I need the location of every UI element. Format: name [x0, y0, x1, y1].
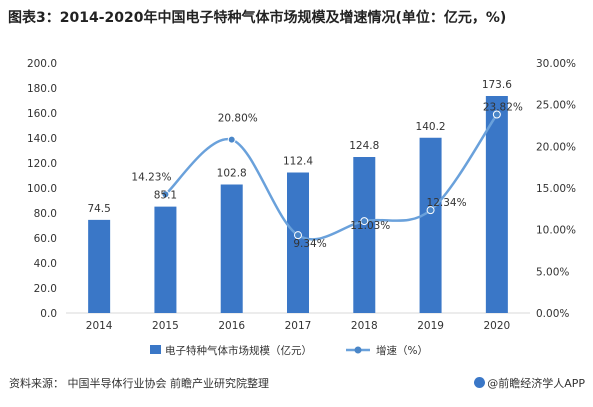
- legend-swatch-bar: [150, 345, 161, 354]
- legend-label-line: 增速（%）: [376, 344, 428, 357]
- growth-point: [161, 190, 170, 199]
- growth-point: [227, 135, 236, 144]
- growth-point: [360, 217, 369, 226]
- credit: @前瞻经济学人APP: [474, 375, 585, 391]
- growth-point: [426, 206, 435, 215]
- y-left-tick-label: 100.0: [27, 183, 57, 195]
- x-tick-label: 2015: [152, 320, 179, 332]
- growth-point: [294, 231, 302, 240]
- y-right-tick-label: 10.00%: [536, 225, 576, 237]
- footer: 资料来源： 中国半导体行业协会 前瞻产业研究院整理 @前瞻经济学人APP: [0, 375, 593, 395]
- bar-value-label: 140.2: [416, 121, 446, 133]
- line-value-label: 11.03%: [350, 220, 390, 232]
- bar-value-label: 102.8: [217, 168, 247, 180]
- legend-label-bar: 电子特种气体市场规模（亿元）: [165, 344, 312, 357]
- y-left-tick-label: 200.0: [27, 58, 57, 70]
- growth-point: [492, 110, 501, 119]
- x-tick-label: 2016: [218, 320, 245, 332]
- y-right-tick-label: 15.00%: [536, 183, 576, 195]
- bar-value-label: 124.8: [349, 140, 379, 152]
- line-value-label: 9.34%: [293, 238, 326, 250]
- y-right-tick-label: 5.00%: [536, 266, 569, 278]
- bar: [88, 219, 111, 313]
- bar: [154, 206, 177, 313]
- y-left-tick-label: 180.0: [27, 83, 57, 95]
- source-note: 资料来源： 中国半导体行业协会 前瞻产业研究院整理: [9, 377, 269, 390]
- y-left-tick-label: 0.0: [40, 308, 57, 320]
- x-tick-label: 2018: [351, 320, 378, 332]
- bar: [485, 96, 508, 313]
- bar: [220, 184, 243, 313]
- y-left-tick-label: 60.0: [34, 233, 57, 245]
- bar-value-label: 85.1: [154, 190, 177, 202]
- bar: [287, 172, 309, 313]
- line-value-label: 12.34%: [427, 197, 467, 209]
- y-left-tick-label: 120.0: [27, 158, 57, 170]
- chart: 0.0 20.0 40.0 60.0 80.0 100.0 120.0 140.0 160.0 1…: [27, 58, 576, 357]
- brand-logo-icon: [474, 377, 486, 388]
- legend-swatch-marker: [354, 346, 362, 354]
- bar: [419, 137, 442, 313]
- y-left-tick-label: 40.0: [34, 258, 57, 270]
- bar-value-label: 173.6: [482, 79, 512, 91]
- bar: [353, 157, 376, 313]
- x-tick-label: 2020: [483, 320, 510, 332]
- bar-value-label: 112.4: [283, 156, 313, 168]
- line-value-label: 20.80%: [218, 113, 258, 125]
- y-right-tick-label: 0.00%: [536, 308, 569, 320]
- y-left-tick-label: 160.0: [27, 108, 57, 120]
- growth-line: [164, 113, 498, 241]
- chart-title: 图表3：2014-2020年中国电子特种气体市场规模及增速情况(单位：亿元，%): [8, 10, 507, 26]
- credit-text: @前瞻经济学人APP: [487, 377, 585, 390]
- x-tick-label: 2017: [285, 320, 312, 332]
- y-right-tick-label: 20.00%: [536, 141, 576, 153]
- x-tick-label: 2019: [417, 320, 444, 332]
- y-left-tick-label: 140.0: [27, 133, 57, 145]
- line-value-label: 14.23%: [131, 171, 171, 183]
- y-left-tick-label: 20.0: [34, 283, 57, 295]
- y-right-tick-label: 25.00%: [536, 100, 576, 112]
- y-left-tick-label: 80.0: [34, 208, 57, 220]
- x-tick-label: 2014: [86, 320, 113, 332]
- y-right-tick-label: 30.00%: [536, 58, 576, 70]
- line-value-label: 23.82%: [483, 102, 523, 114]
- bar-value-label: 74.5: [87, 203, 110, 215]
